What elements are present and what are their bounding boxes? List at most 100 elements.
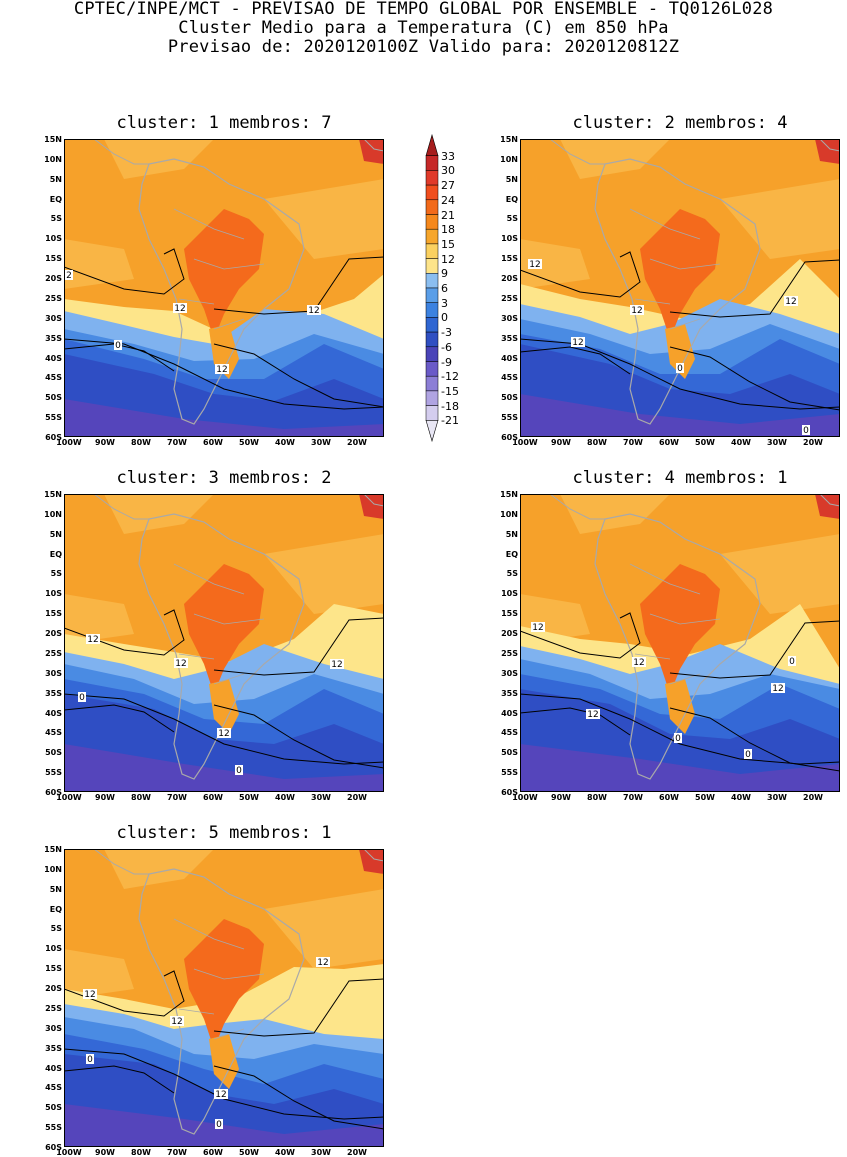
lat-tick-label: 60S (501, 433, 518, 442)
lat-tick-label: 30S (45, 668, 62, 678)
lat-tick-label: 20S (45, 984, 62, 994)
colorbar-bottom-arrow (425, 420, 439, 443)
warm-core (640, 564, 720, 694)
coastline (138, 158, 305, 425)
isotherm-line (669, 620, 840, 679)
lat-tick-label: EQ (49, 904, 62, 914)
temperature-colorbar: 33 30 27 24 21 18 15 12 9 6 3 0 -3 -6 -9 -12 -15 -18 -21 (425, 133, 485, 443)
svg-text:12: 12 (633, 658, 644, 668)
svg-text:12: 12 (87, 635, 98, 645)
contour-label: 12 (307, 305, 321, 316)
isotherm-line (520, 251, 641, 298)
svg-text:0: 0 (803, 426, 809, 436)
map-canvas: 12 12 0 12 0 12 0 (520, 494, 840, 792)
lat-tick-label: 10N (44, 509, 62, 519)
lat-tick-label: 35S (45, 333, 62, 343)
contour-label: 0 (676, 363, 684, 374)
isotherm-line (64, 609, 185, 656)
lat-tick-label: 50S (45, 748, 62, 758)
contour-label: 12 (586, 709, 600, 720)
lon-tick-label: 100W (56, 438, 82, 447)
colorbar-swatch (425, 184, 439, 201)
contour-label: 0 (114, 340, 122, 351)
isotherm-line (213, 978, 384, 1037)
lon-tick-label: 80W (131, 793, 151, 802)
colorbar-swatch (425, 199, 439, 215)
contour-label: 0 (744, 749, 752, 760)
isotherm-line (520, 707, 631, 736)
svg-text:12: 12 (174, 304, 185, 314)
lat-tick-label: 15N (44, 135, 62, 144)
lat-tick-label: 5N (49, 529, 62, 539)
svg-text:12: 12 (331, 660, 342, 670)
colorbar-swatch (425, 390, 439, 406)
svg-text:12: 12 (215, 1090, 226, 1100)
lon-tick-label: 40W (275, 793, 295, 802)
lat-tick-label: 15N (500, 490, 518, 499)
colorbar-label: -21 (441, 414, 459, 428)
warm-core (184, 919, 264, 1049)
contour-label: 12 (330, 659, 344, 670)
contour-label: 12 (571, 337, 585, 348)
lon-tick-label: 60W (203, 793, 223, 802)
isotherm-line (669, 707, 840, 772)
lon-tick-label: 30W (311, 438, 331, 447)
lat-tick-label: 25S (501, 648, 518, 658)
contour-label: 0 (802, 425, 810, 436)
lon-tick-label: 20W (347, 1148, 367, 1157)
svg-text:12: 12 (532, 623, 543, 633)
contour-label: 0 (86, 1054, 94, 1065)
colorbar-label: 30 (441, 164, 455, 178)
svg-text:0: 0 (745, 750, 751, 760)
lat-tick-label: 50S (501, 393, 518, 403)
contour-label: 12 (632, 657, 646, 668)
contour-label: 12 (784, 296, 798, 307)
lat-tick-label: 15S (45, 609, 62, 619)
lon-tick-label: 30W (311, 793, 331, 802)
colorbar-label: 15 (441, 237, 455, 251)
colorbar-swatch (425, 155, 439, 171)
lon-tick-label: 60W (203, 438, 223, 447)
svg-text:12: 12 (772, 684, 783, 694)
contour-label: 12 (174, 658, 188, 669)
lon-tick-label: 90W (551, 793, 571, 802)
svg-text:0: 0 (675, 734, 681, 744)
lat-tick-label: EQ (49, 194, 62, 204)
lat-tick-label: EQ (505, 549, 518, 559)
lat-tick-label: 45S (45, 373, 62, 383)
lon-tick-label: 70W (623, 793, 643, 802)
colorbar-swatch (425, 375, 439, 392)
lat-tick-label: 40S (45, 353, 62, 363)
contour-label: 0 (674, 733, 682, 744)
lat-tick-label: 35S (501, 688, 518, 698)
lat-tick-label: 5N (505, 529, 518, 539)
map-panel-2: 12 12 12 0 12 0 (520, 139, 840, 437)
panel-3-title: cluster: 3 membros: 2 (116, 468, 332, 488)
figure-header: CPTEC/INPE/MCT - PREVISAO DE TEMPO GLOBA… (0, 0, 847, 57)
isotherm-line (64, 704, 175, 733)
lat-tick-label: 15N (44, 845, 62, 854)
colorbar-label: 33 (441, 149, 455, 163)
lat-tick-label: 40S (501, 353, 518, 363)
lat-tick-label: 60S (501, 788, 518, 797)
lat-tick-label: 25S (501, 293, 518, 303)
lat-tick-label: 15S (45, 254, 62, 264)
map-canvas: 12 12 12 0 12 0 (64, 849, 384, 1147)
lat-tick-label: 30S (45, 1023, 62, 1033)
lon-tick-label: 50W (239, 793, 259, 802)
lon-tick-label: 90W (95, 438, 115, 447)
lon-tick-label: 40W (731, 438, 751, 447)
svg-text:0: 0 (216, 1120, 222, 1130)
lat-tick-label: 10S (45, 589, 62, 599)
lon-tick-label: 100W (56, 1148, 82, 1157)
svg-text:12: 12 (785, 297, 796, 307)
lat-tick-label: 35S (501, 333, 518, 343)
isotherm-line (669, 346, 840, 411)
map-canvas: 12 12 12 0 12 0 (520, 139, 840, 437)
lat-tick-label: 5N (49, 174, 62, 184)
colorbar-swatch (425, 287, 439, 303)
colorbar-swatch (425, 302, 439, 318)
lat-tick-label: 55S (45, 413, 62, 423)
header-line-2: Cluster Medio para a Temperatura (C) em … (178, 18, 669, 38)
lat-tick-label: 5N (49, 884, 62, 894)
